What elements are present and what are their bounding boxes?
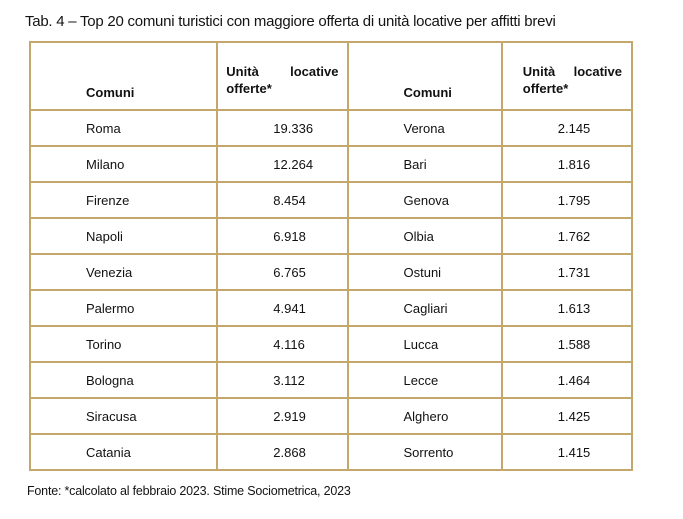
header-units-line1: Unità locative (523, 63, 622, 80)
table-row: Milano 12.264 Bari 1.816 (28, 145, 634, 183)
units-cell: 1.731 (500, 253, 634, 291)
table-row: Catania 2.868 Sorrento 1.415 (28, 433, 634, 471)
table-row: Firenze 8.454 Genova 1.795 (28, 181, 634, 219)
table-row: Bologna 3.112 Lecce 1.464 (28, 361, 634, 399)
header-units-line2: offerte* (522, 81, 569, 96)
top-20-comuni-table: Comuni Unità locative offerte* Comuni Un… (28, 41, 634, 471)
city-cell: Genova (346, 181, 503, 219)
city-cell: Firenze (28, 181, 219, 219)
source-footnote: Fonte: *calcolato al febbraio 2023. Stim… (27, 484, 351, 498)
city-cell: Torino (28, 325, 219, 363)
units-cell: 1.425 (500, 397, 634, 435)
city-cell: Verona (346, 109, 503, 147)
units-cell: 1.762 (500, 217, 634, 255)
table-row: Roma 19.336 Verona 2.145 (28, 109, 634, 147)
header-units-line1: Unità locative (226, 63, 338, 80)
table-row: Napoli 6.918 Olbia 1.762 (28, 217, 634, 255)
table-title: Tab. 4 – Top 20 comuni turistici con mag… (25, 13, 556, 30)
city-cell: Cagliari (346, 289, 503, 327)
units-cell: 6.918 (216, 217, 349, 255)
city-cell: Lucca (346, 325, 503, 363)
city-cell: Venezia (28, 253, 219, 291)
header-comuni-right: Comuni (346, 41, 503, 111)
header-units-right: Unità locative offerte* (500, 41, 634, 111)
header-units-word-unita: Unità (522, 64, 556, 79)
header-comuni-left: Comuni (28, 41, 219, 111)
units-cell: 1.415 (500, 433, 634, 471)
units-cell: 2.919 (216, 397, 349, 435)
city-cell: Bologna (28, 361, 219, 399)
units-cell: 2.868 (216, 433, 349, 471)
units-cell: 1.464 (500, 361, 634, 399)
city-cell: Olbia (346, 217, 503, 255)
units-cell: 1.588 (500, 325, 634, 363)
units-cell: 12.264 (216, 145, 349, 183)
city-cell: Bari (346, 145, 503, 183)
city-cell: Roma (28, 109, 219, 147)
city-cell: Sorrento (346, 433, 503, 471)
table-row: Venezia 6.765 Ostuni 1.731 (28, 253, 634, 291)
city-cell: Catania (28, 433, 219, 471)
city-cell: Alghero (346, 397, 503, 435)
header-units-word-unita: Unità (226, 64, 259, 79)
header-units-left: Unità locative offerte* (216, 41, 349, 111)
header-units-line2: offerte* (226, 81, 272, 96)
city-cell: Lecce (346, 361, 503, 399)
units-cell: 6.765 (216, 253, 349, 291)
units-cell: 3.112 (216, 361, 349, 399)
city-cell: Palermo (28, 289, 219, 327)
units-cell: 19.336 (216, 109, 349, 147)
header-units-word-locative: locative (573, 64, 622, 79)
city-cell: Ostuni (346, 253, 503, 291)
city-cell: Napoli (28, 217, 219, 255)
units-cell: 1.816 (500, 145, 634, 183)
units-cell: 8.454 (216, 181, 349, 219)
header-units-word-locative: locative (290, 64, 339, 79)
table-row: Siracusa 2.919 Alghero 1.425 (28, 397, 634, 435)
units-cell: 4.941 (216, 289, 349, 327)
units-cell: 1.613 (500, 289, 634, 327)
units-cell: 2.145 (500, 109, 634, 147)
units-cell: 4.116 (216, 325, 349, 363)
units-cell: 1.795 (500, 181, 634, 219)
table-header-row: Comuni Unità locative offerte* Comuni Un… (28, 41, 634, 111)
table-row: Palermo 4.941 Cagliari 1.613 (28, 289, 634, 327)
city-cell: Milano (28, 145, 219, 183)
city-cell: Siracusa (28, 397, 219, 435)
table-row: Torino 4.116 Lucca 1.588 (28, 325, 634, 363)
